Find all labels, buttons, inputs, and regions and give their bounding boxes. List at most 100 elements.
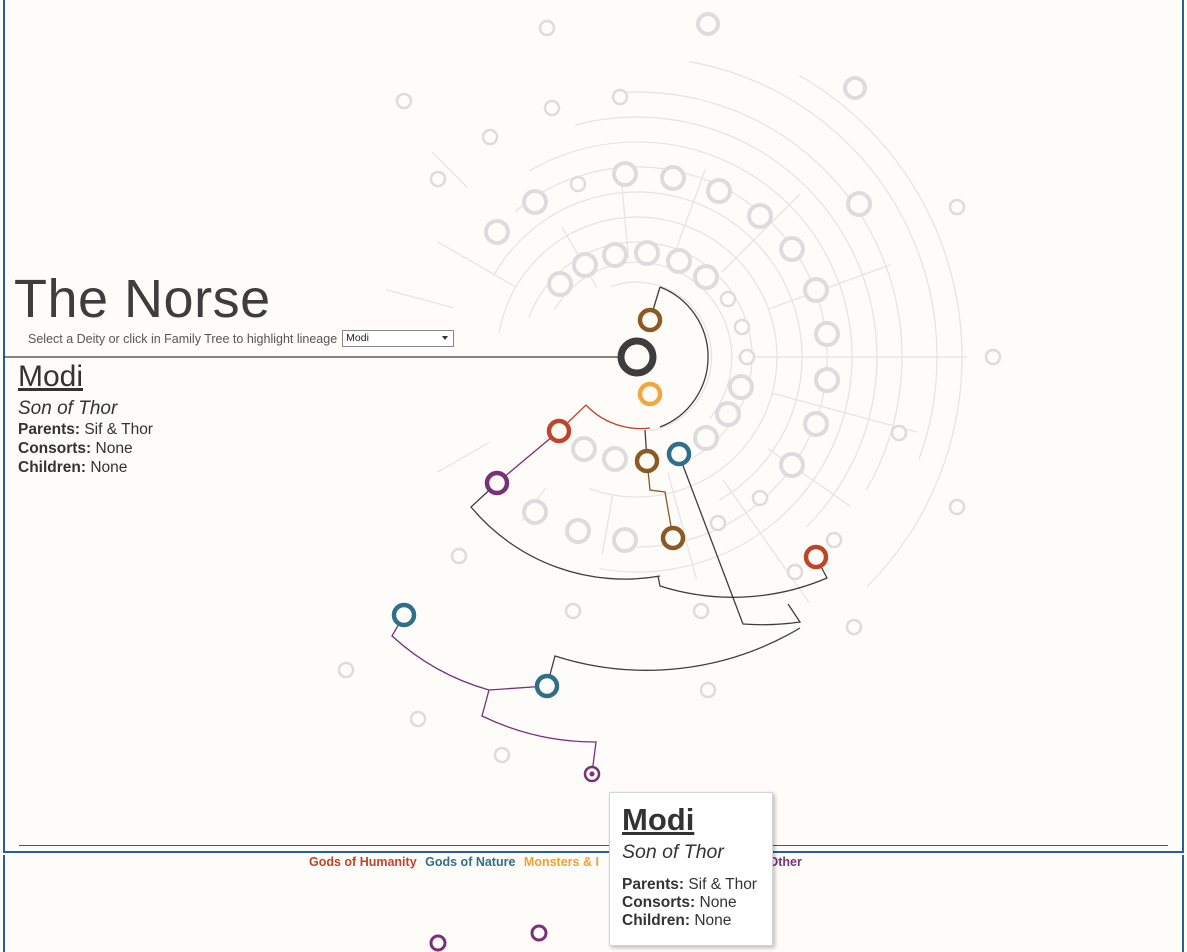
tree-node-active[interactable] [546, 418, 572, 444]
tree-spoke-faded [768, 264, 891, 310]
tree-node-active[interactable] [484, 470, 510, 496]
deity-name: Modi [18, 360, 84, 393]
selected-node-dot [589, 771, 595, 777]
tree-node-faded[interactable] [543, 99, 561, 117]
consorts-value: None [95, 440, 133, 457]
tree-node-faded[interactable] [634, 240, 660, 266]
tree-node-faded[interactable] [693, 264, 719, 290]
tree-node-faded[interactable] [814, 367, 840, 393]
tree-node-faded[interactable] [481, 128, 499, 146]
tree-node-active[interactable] [391, 602, 417, 628]
tree-node-active[interactable] [429, 934, 447, 952]
tree-node-faded[interactable] [602, 446, 628, 472]
tree-node-faded[interactable] [565, 518, 591, 544]
tooltip-parents-label: Parents: [622, 876, 685, 893]
tree-node-faded[interactable] [719, 290, 737, 308]
tree-node-faded[interactable] [409, 710, 427, 728]
tree-node-faded[interactable] [751, 489, 769, 507]
legend-humanity[interactable]: Gods of Humanity [309, 855, 417, 869]
tree-node-active[interactable] [803, 544, 829, 570]
tree-node-faded[interactable] [484, 219, 510, 245]
tree-node-faded[interactable] [395, 92, 413, 110]
tree-spoke-faded [721, 193, 801, 273]
tree-node-active[interactable] [530, 924, 548, 942]
tree-node-active[interactable] [666, 441, 692, 467]
tree-spoke-faded [437, 441, 491, 473]
tree-node-faded[interactable] [715, 401, 741, 427]
tree-node-faded[interactable] [564, 602, 582, 620]
tree-node-faded[interactable] [814, 321, 840, 347]
tooltip-children: Children: None [622, 912, 760, 930]
tree-spoke-faded [601, 494, 614, 555]
deity-consorts: Consorts: None [18, 439, 153, 458]
tree-node-faded[interactable] [845, 618, 863, 636]
tree-node-faded[interactable] [738, 348, 756, 366]
page-title: The Norse [14, 269, 271, 329]
tree-node-faded[interactable] [493, 746, 511, 764]
tree-node-faded[interactable] [948, 498, 966, 516]
tree-node-faded[interactable] [522, 499, 548, 525]
tree-node-faded[interactable] [602, 242, 628, 268]
tree-node-faded[interactable] [571, 436, 597, 462]
tree-node-faded[interactable] [706, 178, 732, 204]
tree-node-faded[interactable] [709, 514, 727, 532]
tree-spoke-faded [772, 392, 918, 433]
legend-nature[interactable]: Gods of Nature [425, 855, 516, 869]
tree-node-active[interactable] [534, 673, 560, 699]
tree-node-faded[interactable] [843, 76, 867, 100]
tooltip-children-value: None [694, 912, 732, 929]
tree-node-faded[interactable] [825, 531, 843, 549]
tree-node-faded[interactable] [522, 189, 548, 215]
tooltip-consorts-value: None [699, 894, 737, 911]
tree-node-faded[interactable] [890, 424, 908, 442]
tree-node-faded[interactable] [429, 170, 447, 188]
tree-node-active[interactable] [637, 307, 663, 333]
tree-node-faded[interactable] [803, 277, 829, 303]
legend-monsters[interactable]: Monsters & I [523, 855, 599, 869]
tree-node-faded[interactable] [786, 563, 804, 581]
tree-node-active[interactable] [634, 448, 660, 474]
tree-node-faded[interactable] [779, 452, 805, 478]
tree-node-faded[interactable] [450, 547, 468, 565]
deity-select[interactable]: Modi [342, 330, 455, 347]
tree-spoke-faded [667, 472, 698, 580]
tree-node-faded[interactable] [666, 248, 692, 274]
tree-node-faded[interactable] [692, 602, 710, 620]
tree-node-active[interactable] [617, 337, 657, 377]
tree-node-active[interactable] [637, 381, 663, 407]
consorts-label: Consorts: [18, 440, 92, 457]
tree-link-active [496, 430, 560, 484]
tree-node-faded[interactable] [733, 318, 751, 336]
deity-info-panel: Modi Son of Thor Parents: Sif & Thor Con… [18, 360, 153, 477]
tree-node-active[interactable] [660, 525, 686, 551]
tree-node-faded[interactable] [696, 12, 720, 36]
children-value: None [90, 459, 128, 476]
tree-node-faded[interactable] [337, 661, 355, 679]
tree-node-faded[interactable] [699, 681, 717, 699]
tree-node-faded[interactable] [612, 527, 638, 553]
tree-node-faded[interactable] [846, 191, 872, 217]
tree-node-faded[interactable] [693, 425, 719, 451]
tree-node-faded[interactable] [538, 19, 556, 37]
tree-node-faded[interactable] [779, 236, 805, 262]
tree-node-faded[interactable] [572, 252, 598, 278]
tree-node-faded[interactable] [728, 374, 754, 400]
tree-node-faded[interactable] [984, 348, 1002, 366]
parents-value: Sif & Thor [84, 421, 153, 438]
tree-node-faded[interactable] [611, 88, 629, 106]
tree-node-faded[interactable] [547, 271, 573, 297]
divider [19, 845, 1168, 846]
tree-node-faded[interactable] [569, 175, 587, 193]
legend-other[interactable]: Other [768, 855, 802, 869]
tree-node-faded[interactable] [948, 198, 966, 216]
tree-link-faded [611, 281, 713, 432]
tree-node-faded[interactable] [747, 203, 773, 229]
tree-node-faded[interactable] [803, 411, 829, 437]
parents-label: Parents: [18, 421, 81, 438]
tree-node-faded[interactable] [660, 165, 686, 191]
tree-link-active [391, 614, 490, 691]
tree-link-active [659, 286, 709, 428]
tree-link-faded [574, 116, 878, 528]
tree-node-faded[interactable] [612, 161, 638, 187]
